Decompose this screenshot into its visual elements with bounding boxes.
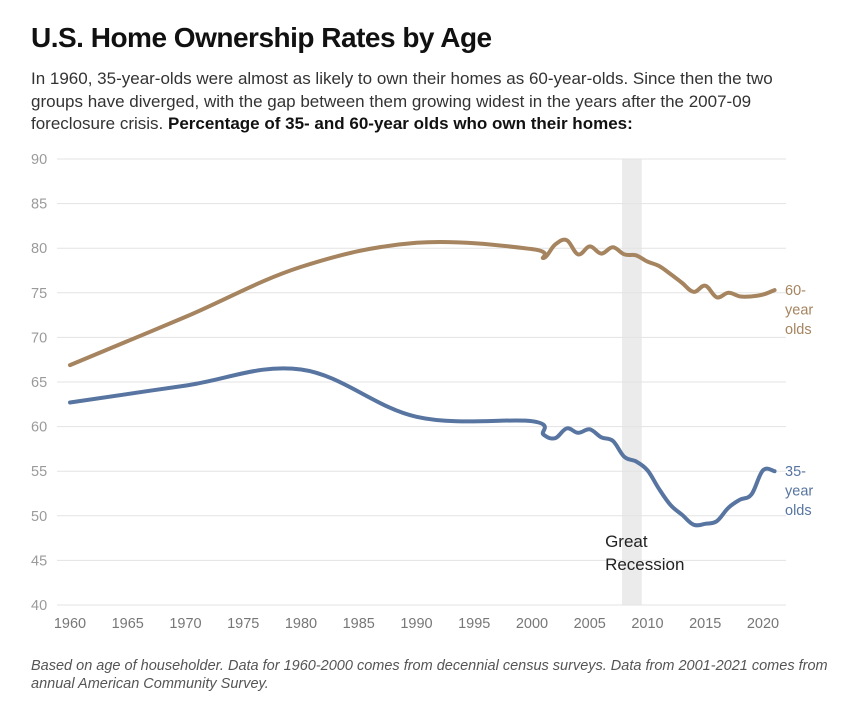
gridlines (57, 158, 786, 606)
series-labels: 60- year olds 35- year olds (785, 283, 813, 519)
y-tick-label: 75 (31, 286, 47, 302)
x-axis-ticks: 1960 1965 1970 1975 1980 1985 1990 1995 2000 2005… (54, 616, 779, 632)
series-label-line: 60- (785, 283, 806, 299)
x-tick-label: 1960 (54, 616, 86, 632)
series-label-line: olds (785, 503, 812, 519)
x-tick-label: 2010 (631, 616, 663, 632)
chart-title: U.S. Home Ownership Rates by Age (31, 22, 492, 53)
x-tick-label: 1975 (227, 616, 259, 632)
series-line-60-year-olds (68, 237, 777, 368)
x-tick-label: 2005 (574, 616, 606, 632)
x-tick-label: 1965 (112, 616, 144, 632)
subtitle-bold-text: Percentage of 35- and 60-year olds who o… (167, 114, 633, 133)
y-axis-ticks: 40 45 50 55 60 65 70 75 80 85 90 (31, 152, 47, 614)
series-label-line: 35- (785, 464, 806, 480)
y-tick-label: 60 (31, 420, 47, 436)
annotations: Great Recession (605, 532, 684, 574)
x-tick-label: 1970 (169, 616, 201, 632)
x-tick-label: 1980 (285, 616, 317, 632)
footnote: Based on age of householder. Data for 19… (31, 658, 828, 692)
y-tick-label: 80 (31, 241, 47, 257)
y-tick-label: 85 (31, 197, 47, 213)
x-tick-label: 1985 (343, 616, 375, 632)
series-label-line: year (785, 484, 813, 500)
series-label-line: olds (785, 322, 812, 338)
x-tick-label: 2020 (747, 616, 779, 632)
y-tick-label: 55 (31, 464, 47, 480)
x-tick-label: 2015 (689, 616, 721, 632)
series-label-line: year (785, 303, 813, 319)
y-tick-label: 50 (31, 509, 47, 525)
y-tick-label: 45 (31, 553, 47, 569)
y-tick-label: 65 (31, 375, 47, 391)
x-tick-label: 1995 (458, 616, 490, 632)
y-tick-label: 90 (31, 152, 47, 168)
y-tick-label: 40 (31, 598, 47, 614)
recession-label-line: Great (605, 532, 648, 551)
y-tick-label: 70 (31, 330, 47, 346)
x-tick-label: 2000 (516, 616, 548, 632)
subtitle-text: In 1960, 35-year-olds were almost as lik… (31, 69, 773, 133)
series-line-35-year-olds (68, 366, 777, 528)
recession-label-line: Recession (605, 555, 684, 574)
series-lines (68, 237, 777, 528)
x-tick-label: 1990 (400, 616, 432, 632)
chart-subtitle: In 1960, 35-year-olds were almost as lik… (31, 68, 821, 136)
